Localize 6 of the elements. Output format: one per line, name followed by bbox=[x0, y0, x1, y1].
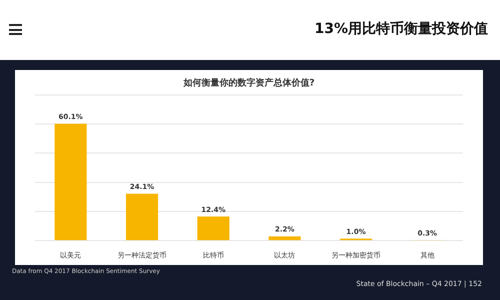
bar bbox=[54, 124, 87, 240]
bar bbox=[126, 194, 158, 240]
text: 13%用比特币衡量投资价值 bbox=[314, 20, 488, 38]
chart-title: 如何衡量你的数字资产总体价值? bbox=[182, 78, 315, 89]
bar bbox=[197, 216, 230, 240]
bar bbox=[268, 236, 301, 240]
